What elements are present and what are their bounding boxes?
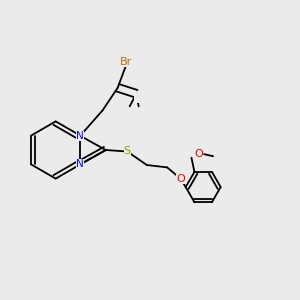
Text: N: N xyxy=(76,159,84,169)
Text: Br: Br xyxy=(120,57,132,67)
Text: O: O xyxy=(195,149,203,159)
Text: N: N xyxy=(76,131,84,141)
Text: S: S xyxy=(124,146,131,157)
Text: O: O xyxy=(176,174,185,184)
